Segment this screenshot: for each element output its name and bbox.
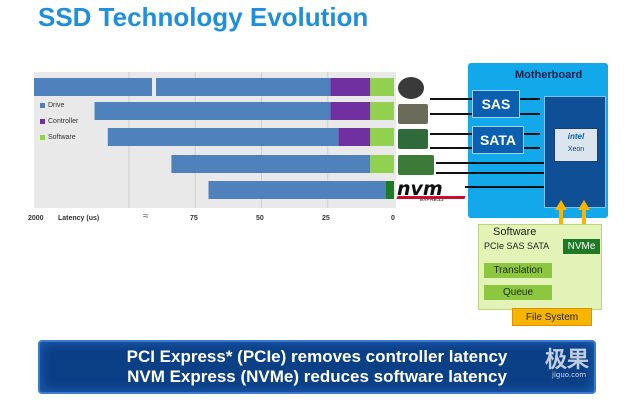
x-tick-label: 0	[391, 215, 395, 222]
ssd-sas-icon	[398, 104, 428, 124]
legend-item-controller: Controller	[40, 118, 78, 125]
legend-item-software: Software	[40, 134, 76, 141]
intel-brand-label: intel	[567, 132, 585, 141]
bar-drive-row-4	[171, 155, 371, 173]
sas-interface: SAS	[472, 90, 520, 118]
banner-line-pcie: PCI Express* (PCIe) removes controller l…	[126, 347, 508, 366]
arrow-up-icon	[578, 200, 590, 210]
axis-break-icon: ≈	[143, 211, 149, 222]
bar-controller-row-1	[330, 78, 371, 96]
xeon-model-label: Xeon	[567, 146, 585, 153]
legend-item-drive: Drive	[40, 102, 64, 109]
axis-break-gap	[152, 78, 156, 96]
legend-label-controller: Controller	[48, 118, 79, 125]
bar-software-row-4	[370, 155, 394, 173]
hard-disk-icon	[398, 77, 424, 99]
software-stack-title: Software	[493, 226, 537, 238]
banner-line-nvme: NVM Express (NVMe) reduces software late…	[127, 367, 507, 386]
bar-controller-row-2	[330, 102, 371, 120]
translation-layer: Translation	[484, 263, 552, 278]
file-system-box: File System	[512, 308, 592, 326]
nvm-express-logo-sub: EXPRESS	[420, 197, 444, 203]
bar-drive-row-1	[34, 78, 331, 96]
x-tick-label: 2000	[28, 215, 44, 222]
sata-interface: SATA	[472, 126, 524, 154]
bar-controller-row-3	[338, 128, 371, 146]
bar-nvme-software-row-5	[386, 181, 394, 199]
intel-xeon-chip: intel Xeon	[554, 128, 598, 162]
summary-banner: PCI Express* (PCIe) removes controller l…	[38, 340, 596, 394]
legend-swatch-software	[40, 135, 45, 140]
connector-line	[436, 162, 544, 164]
x-tick-label: 75	[190, 215, 198, 222]
bar-software-row-3	[370, 128, 394, 146]
legend-swatch-drive	[40, 103, 45, 108]
ssd-sata-icon	[398, 129, 428, 149]
page-title: SSD Technology Evolution	[38, 2, 369, 32]
legend-label-drive: Drive	[48, 102, 65, 109]
x-tick-label: 50	[256, 215, 264, 222]
motherboard-label: Motherboard	[515, 69, 583, 81]
bar-drive-row-5	[208, 181, 394, 199]
pcie-card-icon	[398, 155, 434, 175]
queue-layer: Queue	[484, 285, 552, 300]
x-axis-label: Latency (us)	[58, 215, 100, 222]
software-protocols-label: PCIe SAS SATA	[484, 241, 550, 251]
latency-chart-svg	[34, 72, 394, 208]
nvme-tag: NVMe	[563, 239, 600, 254]
x-tick-label: 25	[322, 215, 330, 222]
legend-swatch-controller	[40, 119, 45, 124]
bar-software-row-2	[370, 102, 394, 120]
watermark-logo: 极果	[545, 348, 590, 373]
latency-chart: Drive Controller Software	[34, 72, 396, 208]
connector-line	[465, 186, 544, 188]
nvm-express-logo: nvm	[397, 178, 443, 200]
bar-drive-row-2	[94, 102, 331, 120]
arrow-up-icon	[555, 200, 567, 210]
bar-drive-row-3	[107, 128, 339, 146]
bar-software-row-1	[370, 78, 394, 96]
legend-label-software: Software	[48, 134, 76, 141]
connector-line	[436, 172, 544, 174]
watermark-url: jiguo.com	[552, 371, 587, 379]
nvm-logo-swoosh	[396, 196, 466, 199]
